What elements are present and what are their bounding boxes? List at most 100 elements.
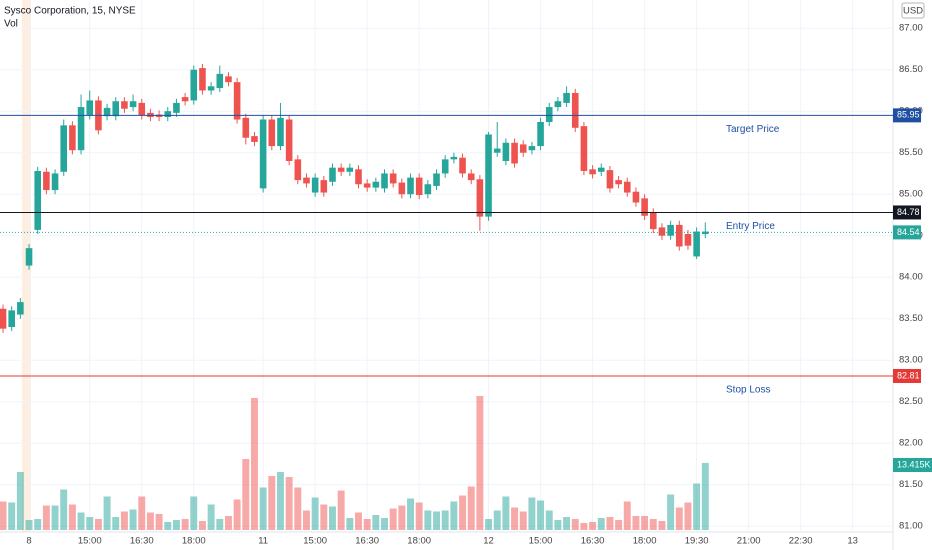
price-box xyxy=(893,368,921,383)
y-tick-label: 86.50 xyxy=(899,64,923,75)
volume-bar xyxy=(459,495,467,530)
y-tick-label: 85.50 xyxy=(899,147,923,158)
line-label: Target Price xyxy=(726,124,780,135)
candle-body xyxy=(615,180,622,185)
candle-body xyxy=(580,126,588,171)
candle-body xyxy=(684,234,692,246)
volume-bar xyxy=(701,462,709,530)
volume-bar xyxy=(259,487,267,530)
candle-body xyxy=(502,142,510,162)
candle-body xyxy=(389,173,397,184)
candle-body xyxy=(181,97,189,102)
candle-body xyxy=(441,159,449,174)
volume-bar xyxy=(606,517,614,530)
volume-label: Vol xyxy=(4,19,18,30)
volume-bar xyxy=(103,496,111,530)
y-tick-label: 82.00 xyxy=(899,438,923,449)
currency: USD xyxy=(903,6,923,17)
candle-body xyxy=(173,102,180,113)
x-tick-label: 11 xyxy=(258,536,268,547)
candle-body xyxy=(372,181,380,188)
volume-bar xyxy=(580,523,588,530)
volume-bar xyxy=(172,520,180,530)
x-tick-label: 15:00 xyxy=(529,536,553,547)
volume-bar xyxy=(537,500,545,530)
candle-body xyxy=(43,171,50,191)
candle-body xyxy=(51,173,59,191)
volume-bar xyxy=(441,510,449,530)
candle-body xyxy=(303,177,310,184)
currency-box[interactable] xyxy=(901,2,925,19)
volume-bar xyxy=(86,517,94,530)
price-box xyxy=(893,225,921,240)
candle-body xyxy=(554,101,562,108)
x-tick-label: 22:30 xyxy=(789,536,813,547)
volume-bar xyxy=(355,512,362,530)
volume-bar xyxy=(675,507,683,530)
candle-body xyxy=(632,191,640,203)
candle-body xyxy=(485,134,492,217)
volume-bar xyxy=(216,519,224,530)
volume-bar xyxy=(649,519,657,530)
candle-body xyxy=(311,177,319,193)
line-label: Entry Price xyxy=(726,221,775,232)
volume-bar xyxy=(381,518,388,530)
volume-bar xyxy=(120,511,128,530)
candle-body xyxy=(225,76,232,83)
candle-body xyxy=(433,173,440,186)
candle-body xyxy=(571,92,579,128)
volume-bar xyxy=(146,512,154,530)
x-tick-label: 15:00 xyxy=(303,536,327,547)
volume-bar xyxy=(190,496,198,530)
candle-body xyxy=(259,119,267,189)
session-break xyxy=(22,0,31,532)
volume-bar xyxy=(277,472,284,530)
volume-bar xyxy=(138,496,146,530)
volume-bar xyxy=(476,396,484,530)
volume-bar xyxy=(164,522,172,530)
volume-bar xyxy=(25,520,33,530)
candle-body xyxy=(285,119,293,162)
candle-body xyxy=(34,170,42,230)
volume-value-label: 13.415K xyxy=(897,459,931,469)
volume-bar xyxy=(303,510,310,530)
volume-bar xyxy=(511,507,519,530)
volume-bar xyxy=(545,510,553,530)
x-tick-label: 13 xyxy=(847,536,858,547)
candle-body xyxy=(355,169,362,185)
candle-body xyxy=(363,183,371,188)
volume-bar xyxy=(16,472,24,530)
candle-body xyxy=(112,101,120,117)
candle-body xyxy=(667,224,674,236)
candle-body xyxy=(164,111,172,118)
volume-bar xyxy=(563,517,571,530)
volume-bar xyxy=(181,519,189,530)
volume-bar xyxy=(641,516,649,530)
volume-bar xyxy=(571,519,579,530)
x-tick-label: 15:00 xyxy=(78,536,102,547)
candle-body xyxy=(242,117,250,138)
y-tick-label: 87.00 xyxy=(899,23,923,34)
volume-bar xyxy=(667,494,675,530)
x-tick-label: 16:30 xyxy=(130,536,154,547)
price-box-label: 85.95 xyxy=(897,110,920,120)
candle-body xyxy=(519,144,527,153)
volume-bar xyxy=(285,477,293,530)
volume-bar xyxy=(684,502,692,530)
candle-body xyxy=(563,92,570,103)
candle-body xyxy=(493,148,501,153)
candle-body xyxy=(69,125,76,151)
candle-body xyxy=(459,157,466,174)
candle-body xyxy=(545,107,553,123)
y-tick-label: 83.50 xyxy=(899,313,923,324)
volume-bar xyxy=(372,515,380,530)
y-tick-label: 81.00 xyxy=(899,521,923,532)
x-tick-label: 21:00 xyxy=(737,536,761,547)
volume-bar xyxy=(337,490,345,530)
volume-bar xyxy=(129,509,137,530)
volume-bar xyxy=(77,512,85,530)
volume-bar xyxy=(311,497,319,530)
volume-bar xyxy=(224,516,232,530)
price-box-label: 82.81 xyxy=(897,370,920,380)
x-tick-label: 16:30 xyxy=(581,536,605,547)
